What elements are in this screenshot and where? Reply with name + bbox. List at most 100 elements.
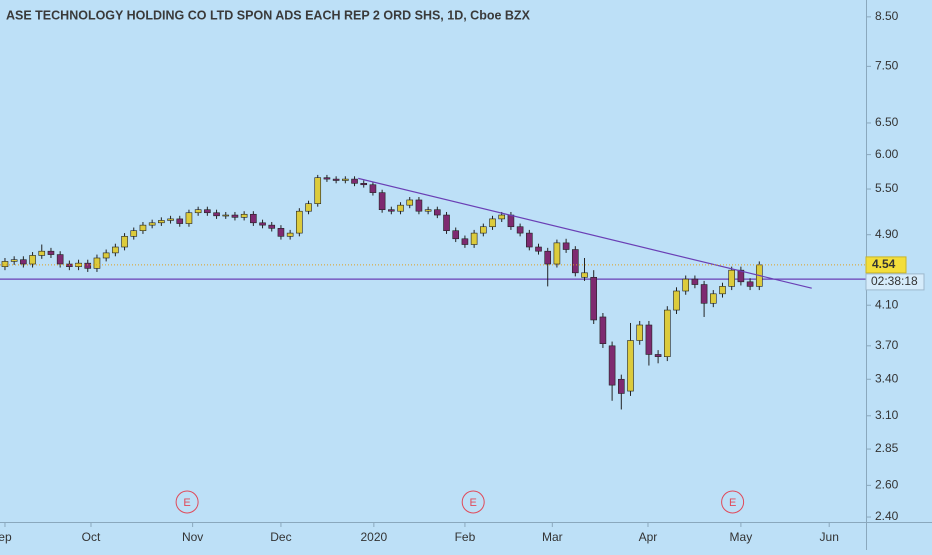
y-tick-label: 7.50 — [875, 59, 899, 73]
x-tick-label: May — [730, 530, 753, 544]
candle-body — [406, 199, 414, 206]
candle-body — [305, 203, 312, 212]
candle-body — [461, 238, 469, 245]
candle-body — [29, 255, 36, 265]
candle-body — [452, 230, 460, 240]
y-tick-label: 4.10 — [875, 297, 899, 311]
candle-body — [167, 218, 174, 221]
y-tick-label: 3.10 — [875, 408, 899, 422]
candle-body — [415, 199, 423, 212]
candle-body — [608, 345, 616, 386]
candle-body — [378, 192, 386, 210]
candle-body — [645, 324, 653, 355]
candle-body — [691, 278, 699, 285]
candle-body — [194, 209, 202, 214]
candle-body — [572, 249, 579, 274]
candle-body — [737, 269, 745, 283]
event-marker — [721, 490, 745, 514]
candle-body — [581, 272, 588, 278]
y-tick-label: 3.70 — [875, 338, 899, 352]
candle-body — [507, 214, 515, 228]
candle-body — [84, 262, 92, 269]
y-tick-label: 4.90 — [875, 227, 899, 241]
candle-body — [121, 236, 128, 248]
countdown-label: 02:38:18 — [871, 274, 918, 288]
candle-body — [296, 210, 303, 234]
candle-body — [526, 232, 533, 248]
candle-body — [553, 242, 561, 265]
candle-body — [286, 232, 294, 237]
candle-body — [470, 232, 478, 245]
candle-body — [20, 259, 27, 265]
candle-body — [535, 246, 542, 252]
y-tick-label: 3.40 — [875, 371, 899, 385]
candle-body — [544, 250, 552, 265]
candle-body — [709, 293, 717, 304]
candle-body — [323, 177, 331, 180]
candle-body — [562, 242, 570, 250]
y-tick-label: 6.50 — [875, 115, 899, 129]
candle-body — [728, 269, 735, 287]
x-tick-label: Feb — [455, 530, 476, 544]
y-tick-label: 2.85 — [875, 441, 899, 455]
candle-body — [259, 222, 266, 226]
y-tick-label: 2.60 — [875, 478, 899, 492]
candle-body — [746, 281, 754, 287]
x-tick-label: Oct — [82, 530, 101, 544]
event-marker — [175, 490, 199, 514]
candle-body — [231, 214, 239, 218]
candle-body — [139, 224, 147, 232]
candle-body — [443, 214, 450, 232]
candle-body — [388, 209, 395, 212]
candle-body — [102, 252, 110, 259]
last-price-box — [865, 256, 907, 274]
x-tick-label: Dec — [270, 530, 291, 544]
candle-body — [185, 212, 193, 224]
x-tick-label: Nov — [182, 530, 203, 544]
candle-body — [424, 209, 432, 212]
y-tick-label: 6.00 — [875, 147, 899, 161]
candle-body — [682, 278, 689, 292]
candle-body — [654, 354, 662, 357]
x-tick-label: Apr — [639, 530, 658, 544]
x-tick-label: ep — [0, 530, 12, 544]
candle-body — [618, 378, 625, 394]
candle-body — [369, 184, 377, 193]
candle-body — [516, 226, 524, 234]
candle-body — [47, 250, 55, 255]
candle-body — [213, 212, 220, 217]
chart-title: ASE TECHNOLOGY HOLDING CO LTD SPON ADS E… — [6, 8, 531, 22]
candle-body — [268, 224, 276, 229]
candle-body — [480, 226, 487, 234]
candle-body — [112, 246, 119, 254]
candle-body — [599, 316, 607, 344]
last-price-label: 4.54 — [872, 257, 896, 271]
candle-body — [204, 209, 211, 214]
candle-body — [176, 218, 184, 224]
candle-body — [673, 290, 680, 311]
trend-line — [358, 177, 812, 289]
candle-body — [590, 276, 598, 321]
candle-body — [636, 324, 644, 341]
candle-body — [240, 213, 248, 218]
candle-body — [222, 214, 230, 217]
candle-body — [56, 254, 64, 265]
event-label: E — [729, 497, 736, 509]
y-tick-label: 5.50 — [875, 181, 899, 195]
candle-body — [498, 214, 506, 220]
y-tick-label: 8.50 — [875, 9, 899, 23]
candle-body — [38, 250, 46, 256]
candle-body — [10, 259, 18, 262]
x-tick-label: Jun — [820, 530, 839, 544]
countdown-box — [865, 273, 925, 291]
candle-body — [351, 178, 358, 184]
event-marker — [461, 490, 485, 514]
y-tick-label: 2.40 — [875, 509, 899, 523]
candle-body — [130, 230, 138, 237]
candle-body — [277, 228, 285, 237]
event-label: E — [470, 497, 477, 509]
candle-body — [434, 209, 441, 216]
candle-body — [700, 284, 708, 304]
x-tick-label: 2020 — [360, 530, 387, 544]
